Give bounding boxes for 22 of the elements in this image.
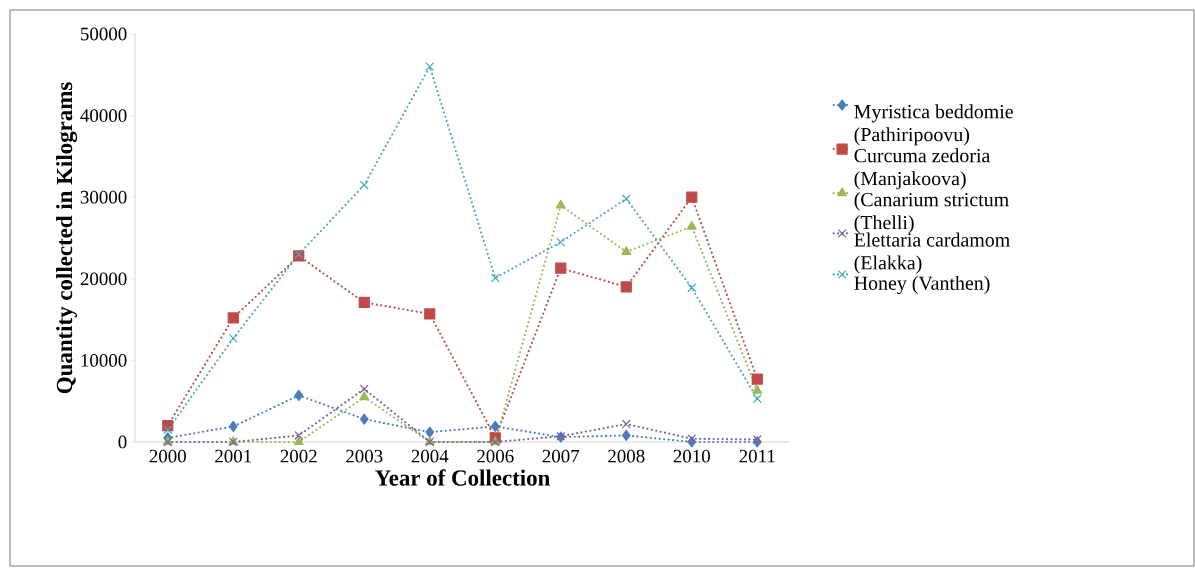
- y-tick-label: 30000: [80, 190, 127, 204]
- legend-label: Curcuma zedoria (Manjakoova): [854, 148, 991, 190]
- y-tick-label: 50000: [81, 27, 127, 41]
- x-tick-label: 2001: [215, 449, 252, 463]
- x-tick-label: 2011: [739, 449, 775, 463]
- x-tick-label: 2003: [346, 449, 383, 463]
- x-tick-label: 2010: [673, 449, 710, 463]
- x-tick-label: 2008: [608, 449, 645, 463]
- x-tick-label: 2004: [411, 449, 449, 463]
- y-tick-label: 0: [118, 435, 127, 449]
- x-tick-label: 2002: [280, 449, 317, 463]
- y-axis-title: Quantity collected in Kilograms: [56, 82, 78, 394]
- legend-label: Myristica beddomie (Pathiripoovu): [854, 104, 1013, 146]
- x-tick-label: 2006: [477, 449, 514, 463]
- x-tick-label: 2007: [542, 449, 580, 463]
- y-tick-label: 10000: [81, 354, 127, 367]
- legend-label: Elettaria cardamom (Elakka): [854, 232, 1010, 274]
- legend-label: Honey (Vanthen): [854, 275, 990, 295]
- y-tick-label: 20000: [80, 272, 127, 286]
- y-tick-label: 40000: [80, 109, 127, 122]
- x-axis-title: Year of Collection: [375, 469, 550, 486]
- x-tick-label: 2000: [149, 449, 186, 463]
